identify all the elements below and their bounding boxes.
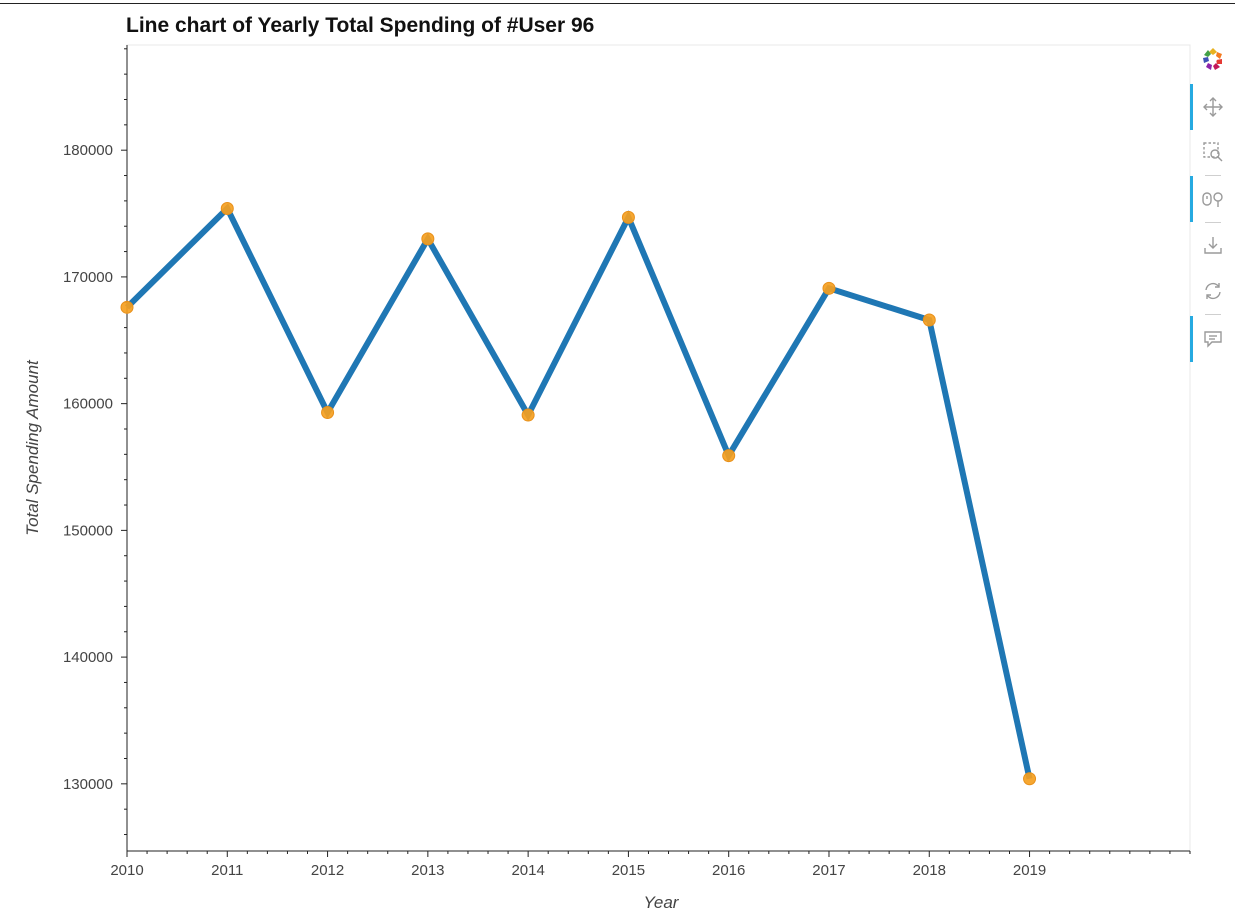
wheel-zoom-active-marker [1190,176,1193,222]
y-tick-label: 130000 [63,776,113,793]
y-axis-label: Total Spending Amount [23,359,42,536]
x-tick-label: 2017 [812,862,845,879]
bokeh-logo-icon[interactable] [1200,46,1226,72]
box-zoom-icon[interactable] [1200,139,1226,165]
data-point[interactable] [1023,772,1037,786]
toolbar-separator [1205,175,1221,176]
pan-active-marker [1190,84,1193,130]
series-line [124,203,1033,780]
data-point[interactable] [922,313,936,327]
x-tick-label: 2018 [913,862,946,879]
toolbar-separator [1205,222,1221,223]
x-tick-label: 2012 [311,862,344,879]
reset-icon[interactable] [1200,278,1226,304]
x-axis-label: Year [644,893,680,912]
x-tick-label: 2014 [511,862,544,879]
y-axis: 130000 140000 150000 160000 170000 180000 [63,48,127,836]
x-tick-label: 2015 [612,862,645,879]
toolbar-separator [1205,314,1221,315]
data-point[interactable] [120,300,134,314]
x-axis: 2010 2011 2012 2013 2014 2015 2016 2017 2018 2019 [110,851,1191,879]
data-point[interactable] [220,201,234,215]
chart-toolbar [1190,40,1235,380]
data-point[interactable] [421,232,435,246]
plot-frame [126,44,1191,852]
data-point[interactable] [822,281,836,295]
x-tick-label: 2016 [712,862,745,879]
top-rule [0,3,1235,4]
series-markers [120,201,1037,786]
y-tick-label: 160000 [63,396,113,413]
hover-active-marker [1190,316,1193,362]
x-tick-label: 2011 [211,862,243,879]
hover-icon[interactable] [1200,326,1226,352]
y-tick-label: 180000 [63,142,113,159]
x-tick-label: 2013 [411,862,444,879]
data-point[interactable] [521,408,535,422]
save-icon[interactable] [1200,232,1226,258]
x-tick-label: 2010 [110,862,143,879]
y-tick-label: 140000 [63,649,113,666]
data-point[interactable] [722,449,736,463]
x-tick-label: 2019 [1013,862,1046,879]
y-tick-label: 170000 [63,269,113,286]
data-point[interactable] [621,210,635,224]
pan-icon[interactable] [1200,94,1226,120]
y-tick-label: 150000 [63,522,113,539]
chart-title: Line chart of Yearly Total Spending of #… [126,14,595,37]
data-point[interactable] [321,406,335,420]
wheel-zoom-icon[interactable] [1200,186,1226,212]
